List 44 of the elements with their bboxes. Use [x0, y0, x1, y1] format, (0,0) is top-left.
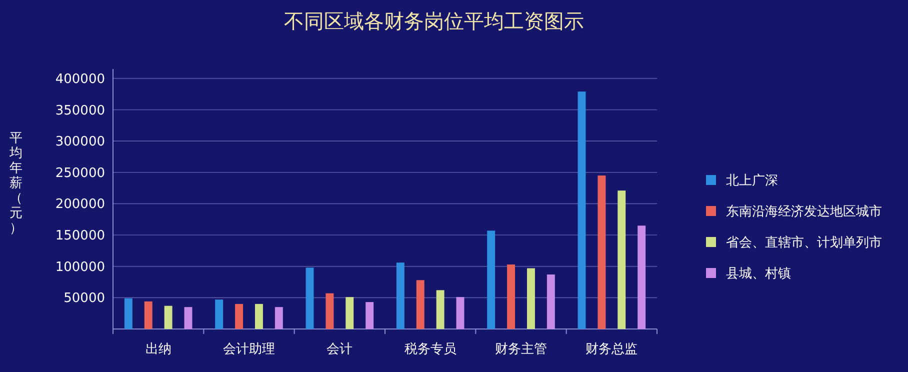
chart-title: 不同区域各财务岗位平均工资图示	[284, 9, 584, 33]
y-tick-label: 100000	[55, 260, 105, 275]
bar	[546, 274, 555, 329]
y-tick-label: 300000	[55, 134, 105, 150]
bar	[274, 307, 283, 329]
legend-label: 北上广深	[726, 174, 778, 189]
legend-label: 县城、村镇	[726, 266, 791, 282]
bar	[618, 190, 626, 329]
bar	[184, 307, 192, 329]
y-axis-title: 平均年薪（元）	[8, 131, 22, 236]
bar	[164, 306, 172, 329]
bar	[416, 280, 424, 329]
x-tick-label: 税务专员	[404, 342, 456, 357]
x-tick-label: 财务总监	[586, 342, 638, 357]
legend-label: 省会、直辖市、计划单列市	[726, 236, 882, 251]
bar	[144, 301, 152, 329]
y-tick-label: 250000	[55, 166, 105, 181]
x-tick-label: 财务主管	[495, 341, 547, 357]
bar	[366, 302, 374, 329]
x-tick-label: 会计助理	[223, 342, 275, 357]
bar	[346, 297, 354, 329]
y-tick-label: 50000	[64, 291, 105, 306]
bar	[124, 298, 132, 329]
bar	[487, 230, 496, 329]
x-tick-label: 出纳	[145, 342, 172, 357]
y-tick-label: 350000	[55, 103, 105, 118]
bar	[306, 268, 314, 329]
x-tick-label: 会计	[326, 342, 353, 357]
bar	[326, 293, 334, 329]
bar	[578, 92, 586, 329]
bar	[526, 268, 535, 329]
bar	[396, 262, 404, 329]
y-tick-label: 400000	[55, 72, 105, 87]
bar	[436, 290, 444, 329]
bar	[507, 264, 516, 329]
bar	[456, 297, 464, 329]
y-tick-label: 150000	[55, 228, 105, 244]
bar	[638, 226, 646, 329]
bar	[598, 176, 606, 329]
bar	[215, 300, 224, 329]
legend-label: 东南沿海经济发达地区城市	[726, 204, 882, 220]
bar	[235, 304, 244, 329]
y-tick-label: 200000	[55, 197, 105, 212]
bar	[254, 304, 263, 329]
